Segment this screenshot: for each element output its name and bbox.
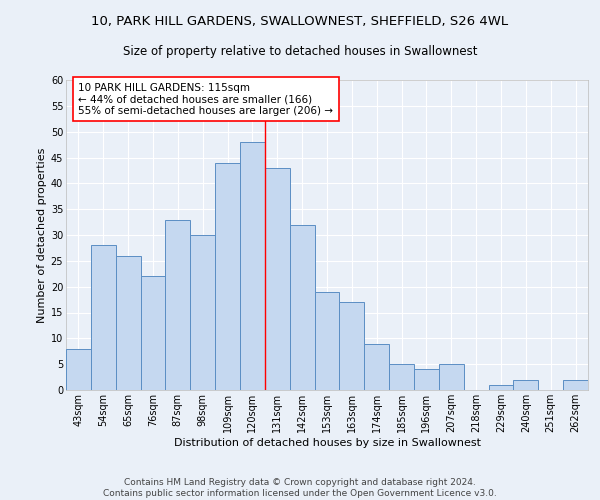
Bar xyxy=(290,224,314,390)
Bar xyxy=(140,276,166,390)
Text: Contains HM Land Registry data © Crown copyright and database right 2024.
Contai: Contains HM Land Registry data © Crown c… xyxy=(103,478,497,498)
Bar xyxy=(116,256,140,390)
Bar xyxy=(91,246,116,390)
Y-axis label: Number of detached properties: Number of detached properties xyxy=(37,148,47,322)
Bar xyxy=(414,370,439,390)
Bar xyxy=(488,385,514,390)
Bar xyxy=(240,142,265,390)
Bar xyxy=(514,380,538,390)
Text: 10 PARK HILL GARDENS: 115sqm
← 44% of detached houses are smaller (166)
55% of s: 10 PARK HILL GARDENS: 115sqm ← 44% of de… xyxy=(79,82,334,116)
Bar xyxy=(364,344,389,390)
Bar xyxy=(215,162,240,390)
X-axis label: Distribution of detached houses by size in Swallownest: Distribution of detached houses by size … xyxy=(173,438,481,448)
Bar xyxy=(190,235,215,390)
Bar xyxy=(340,302,364,390)
Bar xyxy=(563,380,588,390)
Bar xyxy=(265,168,290,390)
Bar xyxy=(66,348,91,390)
Bar xyxy=(314,292,340,390)
Bar xyxy=(389,364,414,390)
Text: Size of property relative to detached houses in Swallownest: Size of property relative to detached ho… xyxy=(123,45,477,58)
Text: 10, PARK HILL GARDENS, SWALLOWNEST, SHEFFIELD, S26 4WL: 10, PARK HILL GARDENS, SWALLOWNEST, SHEF… xyxy=(91,15,509,28)
Bar xyxy=(439,364,464,390)
Bar xyxy=(166,220,190,390)
